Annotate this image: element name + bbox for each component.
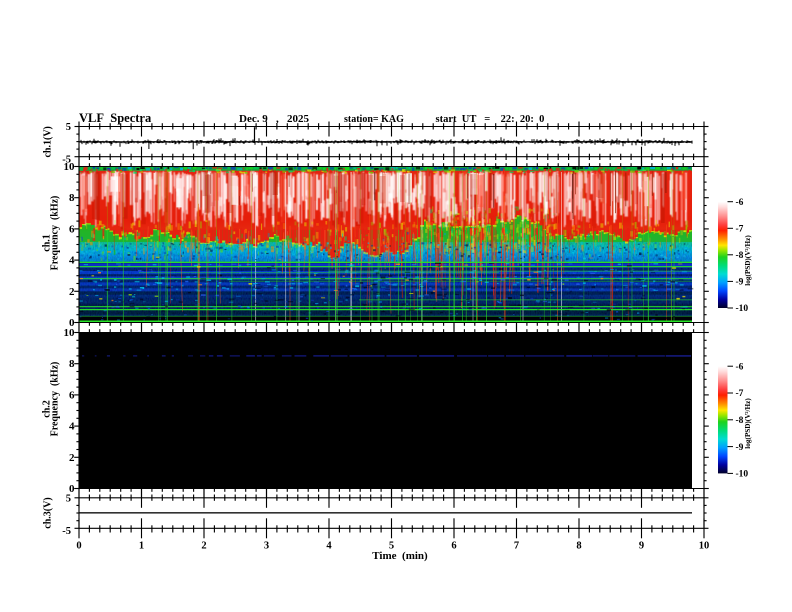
svg-text:10: 10 <box>64 327 76 339</box>
svg-text:-6: -6 <box>736 198 744 208</box>
svg-text:ch.3(V): ch.3(V) <box>42 497 53 528</box>
svg-text:station= KAG: station= KAG <box>344 114 404 125</box>
svg-text:6: 6 <box>69 223 75 235</box>
svg-text:2: 2 <box>69 286 75 298</box>
svg-text:Dec. 9 , 2025: Dec. 9 , 2025 <box>239 113 309 125</box>
svg-text:VLF Spectra: VLF Spectra <box>79 111 152 125</box>
svg-text:0: 0 <box>69 483 75 495</box>
svg-text:0: 0 <box>69 317 75 329</box>
svg-text:start UT = 22: 20: 0: start UT = 22: 20: 0 <box>436 114 545 125</box>
svg-text:5: 5 <box>389 541 394 552</box>
svg-text:5: 5 <box>66 493 71 504</box>
svg-text:-5: -5 <box>62 526 71 537</box>
svg-text:9: 9 <box>639 541 644 552</box>
svg-text:Frequency (kHz): Frequency (kHz) <box>50 362 61 437</box>
svg-text:-8: -8 <box>736 251 744 261</box>
svg-text:Time (min): Time (min) <box>372 550 428 562</box>
svg-text:10: 10 <box>64 161 76 173</box>
svg-text:4: 4 <box>326 541 332 552</box>
svg-text:-9: -9 <box>736 278 744 288</box>
svg-text:2: 2 <box>201 541 206 552</box>
svg-text:-10: -10 <box>736 470 749 480</box>
svg-text:log(PSD)(V²/Hz): log(PSD)(V²/Hz) <box>744 398 752 449</box>
svg-text:-5: -5 <box>62 155 71 166</box>
svg-text:-7: -7 <box>736 389 744 399</box>
svg-text:6: 6 <box>451 541 456 552</box>
svg-text:1: 1 <box>139 541 144 552</box>
svg-text:ch.2: ch.2 <box>42 400 53 418</box>
svg-text:-9: -9 <box>736 443 744 453</box>
svg-text:8: 8 <box>69 358 75 370</box>
svg-text:6: 6 <box>69 389 75 401</box>
svg-text:log(PSD)(V²/Hz): log(PSD)(V²/Hz) <box>744 235 752 286</box>
svg-text:4: 4 <box>69 255 75 267</box>
svg-text:-8: -8 <box>736 416 744 426</box>
svg-text:5: 5 <box>66 122 71 133</box>
svg-text:0: 0 <box>76 541 81 552</box>
svg-text:8: 8 <box>576 541 581 552</box>
svg-text:ch.1: ch.1 <box>42 234 53 252</box>
svg-text:4: 4 <box>69 421 75 433</box>
svg-text:-10: -10 <box>736 304 749 314</box>
svg-text:ch.1(V): ch.1(V) <box>42 126 53 157</box>
svg-text:-7: -7 <box>736 225 744 235</box>
svg-text:3: 3 <box>264 541 269 552</box>
svg-text:2: 2 <box>69 452 75 464</box>
svg-text:8: 8 <box>69 192 75 204</box>
svg-text:Frequency (kHz): Frequency (kHz) <box>50 196 61 271</box>
svg-text:-6: -6 <box>736 362 744 372</box>
svg-text:10: 10 <box>699 541 710 552</box>
svg-text:7: 7 <box>514 541 519 552</box>
